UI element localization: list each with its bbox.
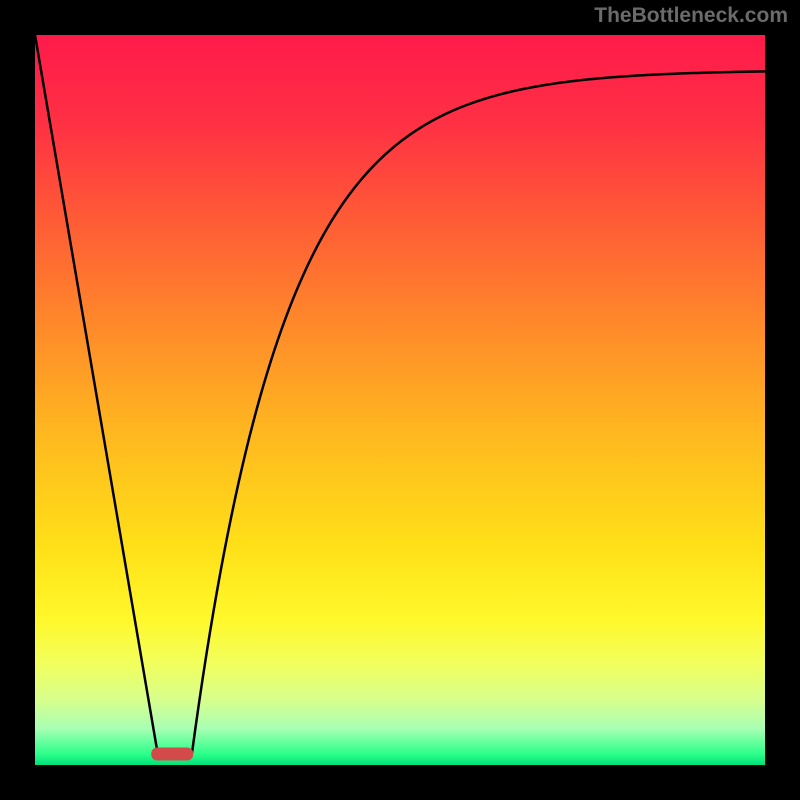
bottleneck-chart (0, 0, 800, 800)
watermark-text: TheBottleneck.com (594, 4, 788, 28)
chart-background (35, 35, 765, 765)
optimal-marker (151, 748, 193, 761)
